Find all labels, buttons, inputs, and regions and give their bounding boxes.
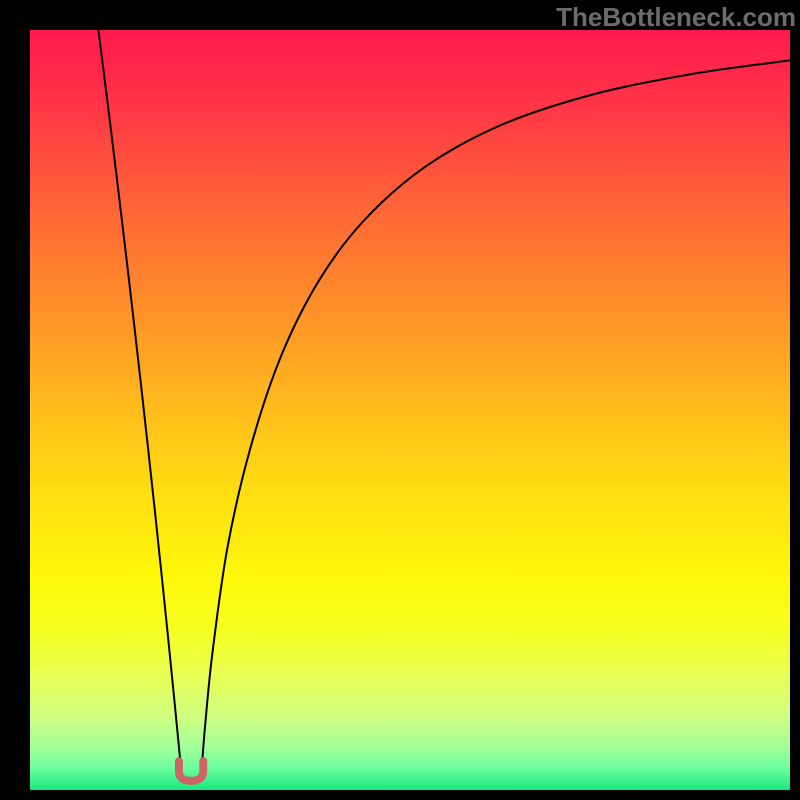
chart-frame xyxy=(30,30,790,790)
watermark-text: TheBottleneck.com xyxy=(556,2,796,33)
bottleneck-chart xyxy=(30,30,790,790)
